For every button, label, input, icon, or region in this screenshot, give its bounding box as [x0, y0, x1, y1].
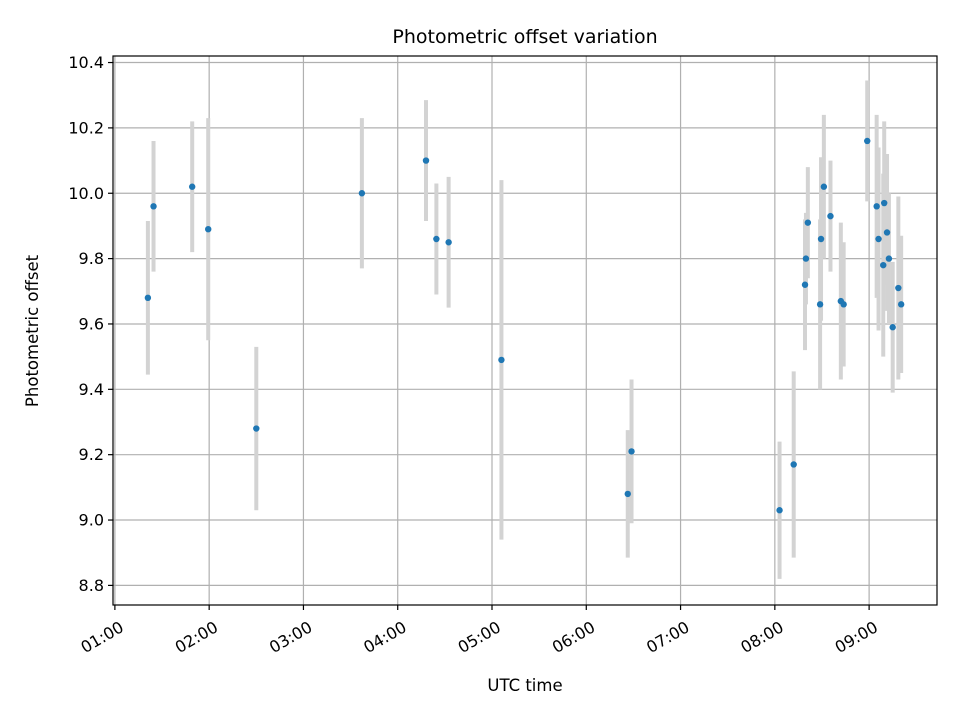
point-layer	[144, 137, 905, 514]
data-point	[883, 229, 891, 236]
data-point	[881, 199, 888, 207]
y-tick-label: 8.8	[79, 576, 104, 595]
data-point	[802, 255, 810, 262]
data-point	[889, 324, 896, 331]
data-point	[827, 212, 834, 220]
data-point	[253, 425, 260, 432]
plot-frame	[112, 55, 938, 606]
y-tick-label: 9.2	[79, 445, 104, 464]
data-point	[205, 225, 212, 233]
data-point	[628, 448, 635, 455]
data-point	[150, 203, 157, 210]
data-point	[498, 356, 505, 364]
y-tick-label: 9.8	[79, 249, 104, 268]
data-point	[816, 301, 824, 308]
data-point	[864, 137, 871, 145]
data-point	[875, 235, 882, 243]
data-point	[873, 203, 880, 210]
data-point	[790, 461, 797, 468]
data-point	[445, 239, 452, 246]
data-point	[897, 301, 905, 308]
data-point	[820, 183, 828, 190]
y-axis-title: Photometric offset	[23, 254, 42, 407]
y-tick-label: 10.4	[68, 53, 104, 72]
data-point	[817, 235, 825, 243]
data-point	[880, 261, 887, 269]
y-tick-label: 9.6	[79, 314, 104, 333]
y-tick-label: 9.4	[79, 380, 104, 399]
y-tick-label: 9.0	[79, 511, 104, 530]
data-point	[801, 281, 809, 288]
data-point	[885, 255, 893, 262]
y-tick-label: 10.0	[68, 184, 104, 203]
data-point	[144, 294, 152, 302]
data-point	[804, 219, 812, 226]
data-point	[895, 284, 902, 292]
x-axis-title: UTC time	[487, 676, 562, 695]
plot-area	[113, 56, 937, 605]
y-tick-label: 10.2	[68, 118, 104, 137]
data-point	[776, 507, 783, 514]
data-point	[624, 490, 631, 498]
chart-title: Photometric offset variation	[392, 26, 657, 48]
data-point	[188, 183, 196, 190]
data-point	[422, 157, 430, 164]
data-point	[433, 235, 440, 243]
data-point	[840, 301, 847, 308]
data-point	[358, 190, 366, 197]
